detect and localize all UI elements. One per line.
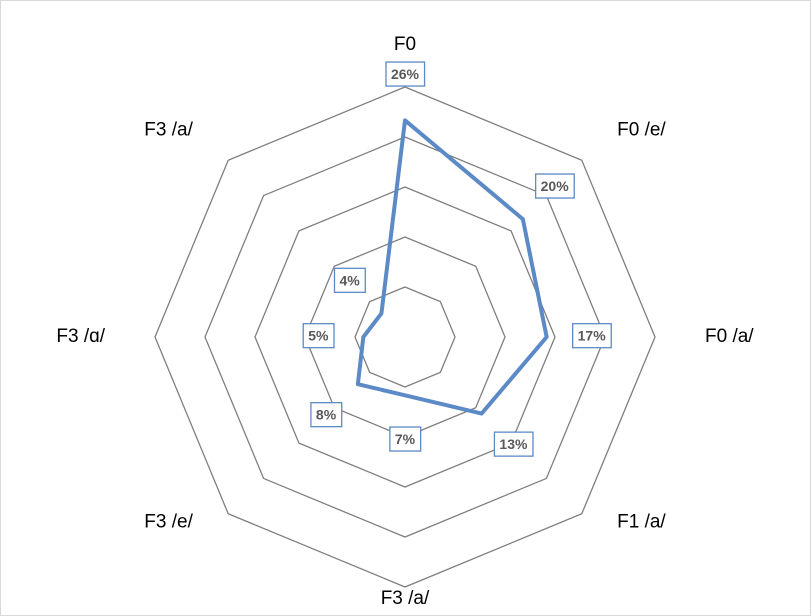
value-label: 20% <box>536 174 575 198</box>
value-label-text: 26% <box>391 66 420 82</box>
value-label: 13% <box>494 432 533 456</box>
category-label: F3 /a/ <box>144 120 193 141</box>
value-label-text: 4% <box>339 272 360 288</box>
chart: F0 F0 /e/F0 /a/F1 /a/F3 /a/F3 /e/F3 /ɑ/F3… <box>0 0 811 616</box>
category-label: F1 /a/ <box>617 511 666 532</box>
category-label: F0 /e/ <box>617 120 666 141</box>
value-label: 4% <box>334 268 365 292</box>
value-label-text: 5% <box>308 328 329 344</box>
value-label: 7% <box>390 427 421 451</box>
value-label: 17% <box>573 324 612 348</box>
category-label: F0 <box>394 34 416 55</box>
value-label: 26% <box>386 62 425 86</box>
chart-border <box>1 1 811 616</box>
value-label-text: 13% <box>499 436 528 452</box>
value-label-text: 7% <box>395 431 416 447</box>
value-label: 8% <box>311 403 342 427</box>
category-label: F0 /a/ <box>705 326 754 347</box>
category-label: F3 /a/ <box>381 588 430 609</box>
category-label: F3 /ɑ/ <box>56 326 105 347</box>
page: F0 F0 /e/F0 /a/F1 /a/F3 /a/F3 /e/F3 /ɑ/F3… <box>0 0 811 616</box>
category-label: F3 /e/ <box>144 511 193 532</box>
value-label-text: 8% <box>316 407 337 423</box>
value-label-text: 17% <box>578 328 607 344</box>
value-label-text: 20% <box>541 178 570 194</box>
value-label: 5% <box>303 324 334 348</box>
